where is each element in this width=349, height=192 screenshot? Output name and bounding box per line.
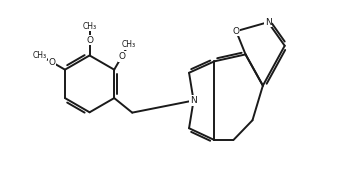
- Text: CH₃: CH₃: [33, 51, 47, 60]
- Text: O: O: [86, 36, 93, 45]
- Text: CH₃: CH₃: [122, 40, 136, 49]
- Text: O: O: [48, 58, 55, 67]
- Text: N: N: [190, 96, 197, 105]
- Text: O: O: [118, 52, 125, 61]
- Text: N: N: [265, 18, 272, 27]
- Text: CH₃: CH₃: [82, 22, 97, 31]
- Text: O: O: [233, 27, 240, 36]
